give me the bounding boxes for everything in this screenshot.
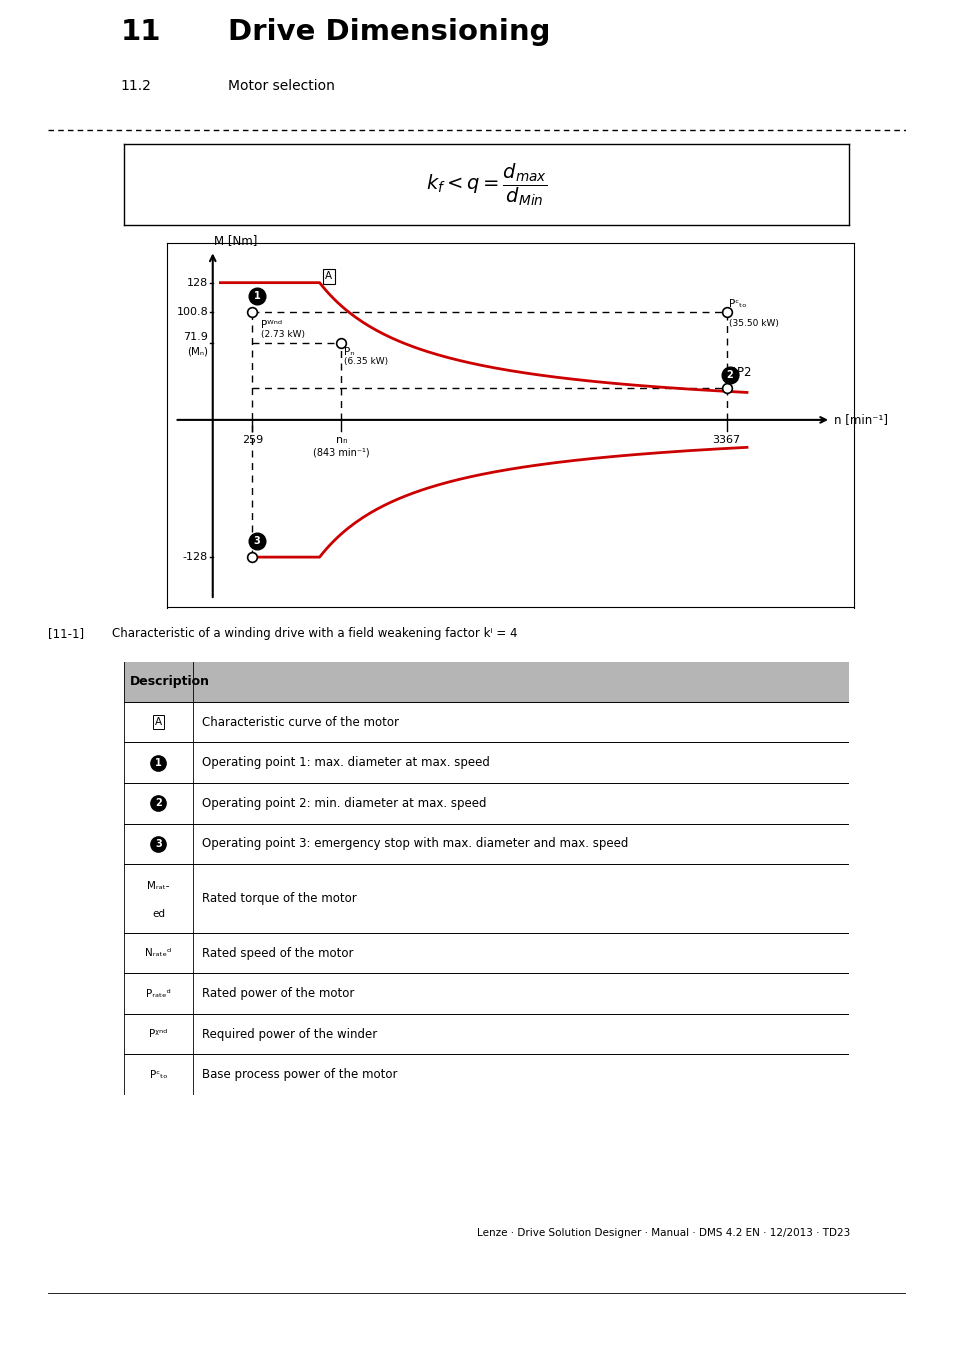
Text: n [min⁻¹]: n [min⁻¹] bbox=[833, 413, 887, 427]
Text: 128: 128 bbox=[187, 278, 208, 288]
Text: Base process power of the motor: Base process power of the motor bbox=[201, 1068, 396, 1081]
Text: Rated torque of the motor: Rated torque of the motor bbox=[201, 892, 356, 904]
Polygon shape bbox=[124, 973, 848, 1014]
Text: 2: 2 bbox=[155, 798, 162, 809]
Text: 71.9: 71.9 bbox=[183, 332, 208, 343]
Text: Required power of the winder: Required power of the winder bbox=[201, 1027, 376, 1041]
Text: -128: -128 bbox=[183, 552, 208, 562]
Text: Characteristic curve of the motor: Characteristic curve of the motor bbox=[201, 716, 398, 729]
Polygon shape bbox=[124, 783, 848, 824]
Text: Nᵣₐₜₑᵈ: Nᵣₐₜₑᵈ bbox=[145, 948, 172, 958]
Polygon shape bbox=[124, 864, 848, 933]
Text: 100.8: 100.8 bbox=[176, 306, 208, 317]
Text: A: A bbox=[154, 717, 162, 728]
Text: 3: 3 bbox=[253, 536, 260, 545]
Text: 2: 2 bbox=[725, 370, 732, 379]
Polygon shape bbox=[124, 1054, 848, 1095]
Text: Mᵣₐₜ-: Mᵣₐₜ- bbox=[147, 882, 170, 891]
Text: 1: 1 bbox=[253, 290, 260, 301]
Text: Lenze · Drive Solution Designer · Manual · DMS 4.2 EN · 12/2013 · TD23: Lenze · Drive Solution Designer · Manual… bbox=[476, 1228, 849, 1238]
Text: A: A bbox=[325, 271, 332, 281]
Text: Description: Description bbox=[130, 675, 210, 688]
Text: Operating point 2: min. diameter at max. speed: Operating point 2: min. diameter at max.… bbox=[201, 796, 486, 810]
Polygon shape bbox=[124, 1014, 848, 1054]
Text: ed: ed bbox=[152, 909, 165, 918]
Text: AP2: AP2 bbox=[729, 366, 752, 379]
Text: M [Nm]: M [Nm] bbox=[214, 235, 257, 247]
Text: (843 min⁻¹): (843 min⁻¹) bbox=[313, 448, 370, 458]
Polygon shape bbox=[124, 743, 848, 783]
Polygon shape bbox=[124, 824, 848, 864]
Text: Pᵡⁿᵈ: Pᵡⁿᵈ bbox=[149, 1029, 168, 1040]
Text: 11.2: 11.2 bbox=[120, 80, 152, 93]
Text: Characteristic of a winding drive with a field weakening factor kⁱ = 4: Characteristic of a winding drive with a… bbox=[112, 628, 517, 640]
Text: (35.50 kW): (35.50 kW) bbox=[728, 320, 778, 328]
Text: Pᵂⁿᵈ: Pᵂⁿᵈ bbox=[261, 320, 282, 331]
Text: Pᶜₜₒ: Pᶜₜₒ bbox=[728, 298, 745, 309]
Text: Rated speed of the motor: Rated speed of the motor bbox=[201, 946, 353, 960]
Text: [11-1]: [11-1] bbox=[48, 628, 84, 640]
Text: 1: 1 bbox=[155, 757, 162, 768]
Text: 3367: 3367 bbox=[712, 435, 740, 446]
Text: (2.73 kW): (2.73 kW) bbox=[261, 329, 305, 339]
Polygon shape bbox=[124, 702, 848, 742]
Polygon shape bbox=[124, 662, 848, 702]
Text: 259: 259 bbox=[241, 435, 263, 446]
Text: (Mₙ): (Mₙ) bbox=[187, 347, 208, 356]
Text: Operating point 3: emergency stop with max. diameter and max. speed: Operating point 3: emergency stop with m… bbox=[201, 837, 627, 850]
Text: Rated power of the motor: Rated power of the motor bbox=[201, 987, 354, 1000]
Text: Operating point 1: max. diameter at max. speed: Operating point 1: max. diameter at max.… bbox=[201, 756, 489, 770]
Text: Pᶜₜₒ: Pᶜₜₒ bbox=[150, 1069, 167, 1080]
Text: Pₙ: Pₙ bbox=[343, 347, 354, 358]
Text: Pᵣₐₜₑᵈ: Pᵣₐₜₑᵈ bbox=[146, 988, 171, 999]
Polygon shape bbox=[124, 933, 848, 973]
Text: $k_f < q = \dfrac{d_{max}}{d_{Min}}$: $k_f < q = \dfrac{d_{max}}{d_{Min}}$ bbox=[425, 162, 547, 208]
Text: (6.35 kW): (6.35 kW) bbox=[343, 356, 388, 366]
Text: Drive Dimensioning: Drive Dimensioning bbox=[228, 18, 550, 46]
Text: Motor selection: Motor selection bbox=[228, 80, 335, 93]
Text: 3: 3 bbox=[155, 838, 162, 849]
Text: 11: 11 bbox=[120, 18, 161, 46]
Text: nₙ: nₙ bbox=[335, 435, 347, 446]
